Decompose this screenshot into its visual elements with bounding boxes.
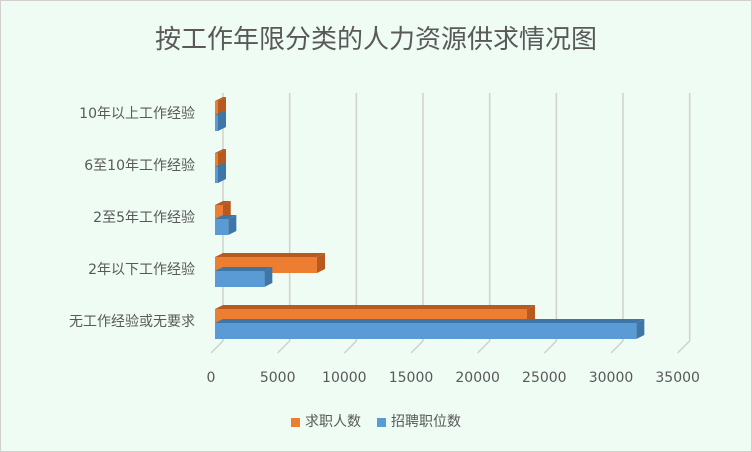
bar-top	[215, 319, 645, 323]
bar-job-openings	[215, 271, 265, 287]
gridline-floor	[210, 340, 224, 354]
x-tick-label: 20000	[455, 370, 500, 386]
x-tick-label: 0	[207, 370, 216, 386]
bar-top	[215, 111, 226, 115]
bar-job-openings	[215, 167, 218, 183]
bar-top	[215, 149, 226, 153]
gridline-floor	[543, 340, 557, 354]
gridline-floor	[343, 340, 357, 354]
category-label: 6至10年工作经验	[84, 158, 195, 174]
bar-top	[215, 267, 273, 271]
bar-job-seekers	[215, 205, 223, 221]
category-label: 无工作经验或无要求	[69, 314, 195, 330]
x-tick-label: 5000	[260, 370, 296, 386]
bar-job-openings	[215, 323, 637, 339]
gridline-floor	[410, 340, 424, 354]
legend-label: 求职人数	[305, 414, 361, 430]
category-label: 2至5年工作经验	[93, 210, 195, 226]
x-tick-label: 15000	[389, 370, 434, 386]
gridline-floor	[677, 340, 691, 354]
category-label: 2年以下工作经验	[88, 262, 195, 278]
bar-top	[215, 305, 535, 309]
category-label: 10年以上工作经验	[79, 106, 195, 122]
bar-job-seekers	[215, 153, 218, 169]
legend-item: 求职人数	[291, 411, 361, 431]
x-tick-label: 30000	[589, 370, 634, 386]
x-tick-label: 35000	[655, 370, 700, 386]
x-tick-label: 25000	[522, 370, 567, 386]
bar-side	[317, 253, 325, 273]
legend-item: 招聘职位数	[377, 411, 461, 431]
bar-top	[215, 97, 226, 101]
legend-swatch	[377, 417, 386, 427]
bar-top	[215, 163, 226, 167]
bar-job-openings	[215, 115, 218, 131]
gridline-floor	[610, 340, 624, 354]
bar-top	[215, 215, 237, 219]
bar-side	[218, 111, 226, 131]
bar-job-seekers	[215, 101, 218, 117]
bar-side	[228, 215, 237, 235]
x-tick-label: 10000	[322, 370, 367, 386]
bar-top	[215, 253, 325, 257]
bar-top	[215, 201, 231, 205]
legend-label: 招聘职位数	[391, 414, 461, 430]
bar-side	[636, 319, 645, 339]
bar-job-openings	[215, 219, 229, 235]
bar-side	[218, 163, 226, 183]
gridline-floor	[477, 340, 491, 354]
bar-side	[264, 267, 273, 287]
legend-swatch	[291, 417, 300, 427]
gridline-floor	[277, 340, 291, 354]
legend: 求职人数 招聘职位数	[1, 411, 751, 431]
chart-title: 按工作年限分类的人力资源供求情况图	[154, 25, 597, 55]
